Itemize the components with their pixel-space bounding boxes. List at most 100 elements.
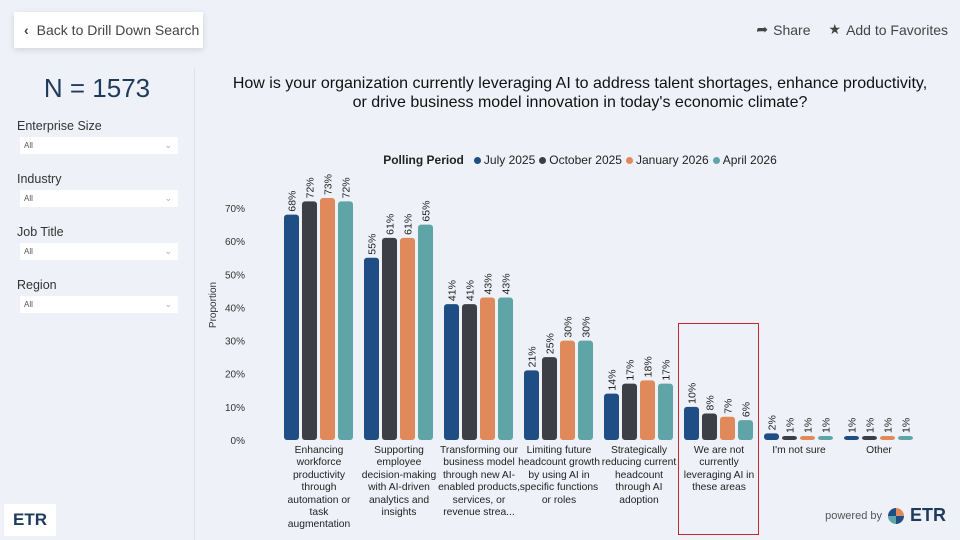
bar [560, 340, 575, 440]
data-label: 43% [483, 273, 495, 294]
bar [604, 393, 619, 440]
add-to-favorites-button[interactable]: ★ Add to Favorites [829, 21, 949, 38]
legend-swatch [712, 156, 720, 164]
bar [444, 304, 459, 440]
legend-item: April 2026 [712, 153, 777, 167]
legend-title: Polling Period [383, 153, 464, 167]
select-value: All [24, 300, 33, 309]
filter-label-enterprise-size: Enterprise Size [17, 119, 102, 133]
data-label: 7% [723, 399, 735, 414]
data-label: 25% [545, 333, 557, 354]
category-label: Enhancing workforce productivity through… [287, 445, 351, 531]
category-label-text: Enhancing workforce productivity through… [287, 445, 351, 531]
bar [542, 357, 557, 440]
bar [524, 370, 539, 440]
top-actions: ➦ Share ★ Add to Favorites [756, 21, 948, 38]
category-label: Strategically reducing current headcount… [601, 445, 677, 506]
bar [382, 237, 397, 440]
category-label-text: Transforming our business model through … [438, 445, 520, 519]
legend-swatch [625, 156, 633, 164]
data-label: 21% [527, 346, 539, 367]
category-label: Transforming our business model through … [438, 445, 520, 519]
bar [364, 257, 379, 440]
enterprise-size-select[interactable]: All ⌄ [20, 137, 178, 154]
bar [658, 383, 673, 440]
data-label: 72% [341, 177, 353, 198]
data-label: 6% [741, 402, 753, 417]
powered-by-text: powered by [825, 509, 882, 522]
data-label: 17% [661, 360, 673, 381]
y-tick-label: 0% [231, 436, 246, 447]
bar [782, 436, 797, 440]
bar [862, 436, 877, 440]
etr-logo: ETR [4, 504, 56, 536]
data-label: 14% [607, 370, 619, 391]
y-tick-label: 40% [225, 303, 245, 314]
y-tick-label: 70% [225, 204, 245, 215]
data-label: 18% [643, 356, 655, 377]
bar [498, 297, 513, 440]
industry-select[interactable]: All ⌄ [20, 190, 178, 207]
data-label: 1% [785, 418, 797, 433]
favorites-label: Add to Favorites [846, 21, 948, 38]
filter-sidebar: N = 1573 Enterprise Size All ⌄ Industry A… [0, 68, 195, 540]
data-label: 8% [705, 395, 717, 410]
data-label: 61% [385, 214, 397, 235]
data-label: 2% [767, 415, 779, 430]
filter-label-job-title: Job Title [17, 225, 64, 239]
y-tick-label: 10% [225, 403, 245, 414]
bar [338, 201, 353, 440]
data-label: 17% [625, 360, 637, 381]
category-label: Other [866, 445, 892, 456]
bar [800, 436, 815, 440]
data-label: 1% [865, 418, 877, 433]
filter-label-industry: Industry [17, 172, 62, 186]
chevron-down-icon: ⌄ [164, 193, 172, 203]
bar [844, 436, 859, 440]
data-label: 68% [287, 191, 299, 212]
legend-label: July 2025 [483, 153, 536, 167]
legend-item: July 2025 [473, 153, 536, 167]
star-icon: ★ [828, 21, 842, 37]
data-label: 43% [501, 273, 513, 294]
legend-label: January 2026 [635, 153, 709, 167]
data-label: 55% [367, 234, 379, 255]
category-label-text: Strategically reducing current headcount… [601, 445, 677, 506]
category-label: Limiting future headcount growth by usin… [518, 445, 600, 506]
category-label: I'm not sure [772, 445, 826, 456]
data-label: 65% [421, 201, 433, 222]
y-tick-label: 50% [225, 270, 245, 281]
bar [302, 201, 317, 440]
legend-swatch [539, 156, 547, 164]
data-label: 1% [821, 418, 833, 433]
category-label-text: I'm not sure [772, 445, 826, 456]
chevron-left-icon: ‹ [24, 22, 29, 38]
category-label: We are not currently leveraging AI in th… [684, 445, 754, 493]
bar [418, 224, 433, 440]
data-label: 41% [465, 280, 477, 301]
back-to-drill-down-button[interactable]: ‹ Back to Drill Down Search [14, 12, 203, 48]
bar [684, 406, 699, 440]
data-label: 41% [447, 280, 459, 301]
region-select[interactable]: All ⌄ [20, 296, 178, 313]
bar [720, 416, 735, 440]
bar [898, 436, 913, 440]
data-label: 1% [901, 418, 913, 433]
select-value: All [24, 247, 33, 256]
job-title-select[interactable]: All ⌄ [20, 243, 178, 260]
bar [462, 304, 477, 440]
legend-item: October 2025 [539, 153, 622, 167]
powered-by: powered by ETR [825, 505, 946, 526]
y-tick-label: 60% [225, 237, 245, 248]
bar [480, 297, 495, 440]
category-label-text: Other [866, 445, 892, 456]
select-value: All [24, 194, 33, 203]
chevron-down-icon: ⌄ [164, 299, 172, 309]
back-label: Back to Drill Down Search [36, 22, 200, 38]
share-label: Share [773, 21, 811, 38]
share-button[interactable]: ➦ Share [756, 21, 810, 38]
etr-globe-icon [888, 507, 904, 524]
category-label-text: Supporting employee decision-making with… [361, 445, 437, 519]
bar [284, 214, 299, 440]
